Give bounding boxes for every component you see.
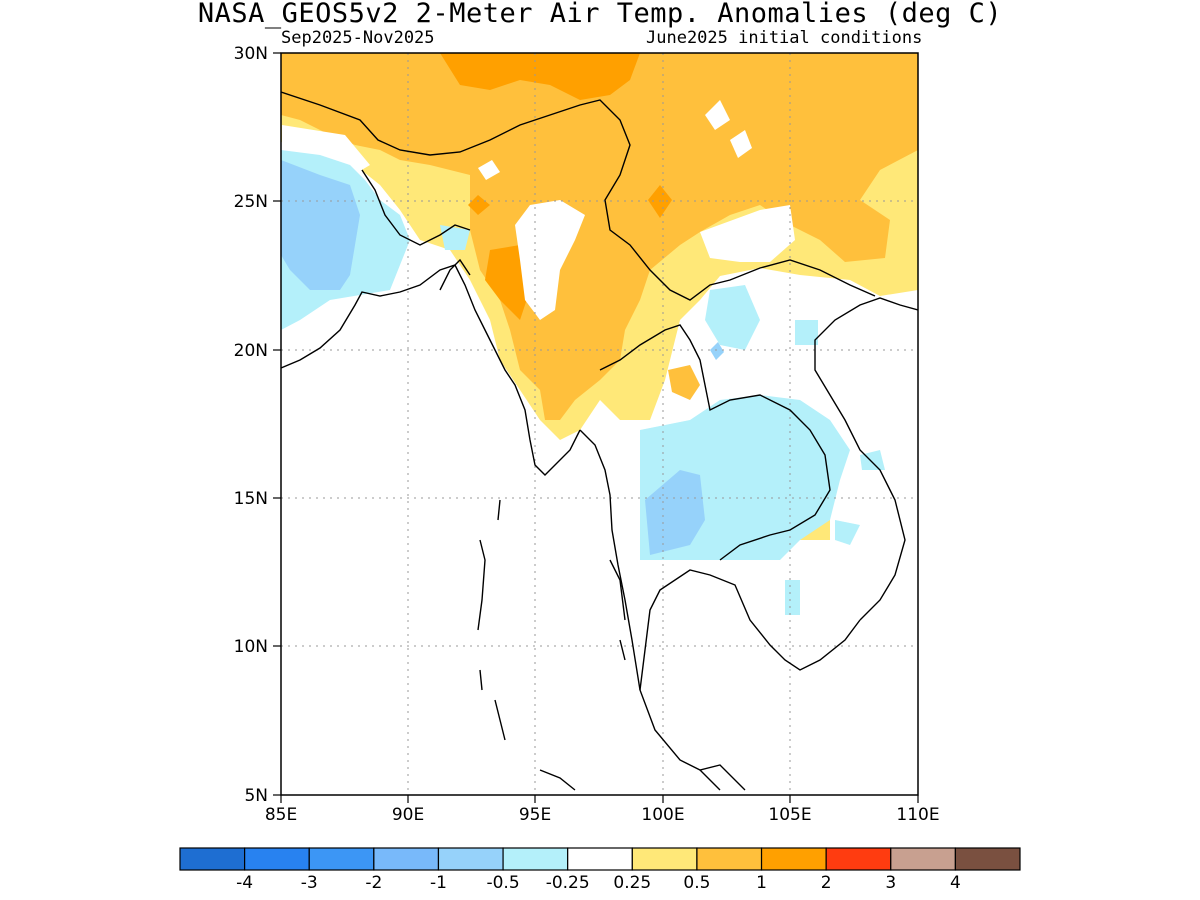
islands: [477, 499, 626, 741]
initial-conditions: June2025 initial conditions: [646, 28, 923, 48]
anomaly-cool-west-1: [281, 160, 360, 290]
anomaly-warm-north-5: [468, 195, 490, 215]
map-title: NASA_GEOS5v2 2-Meter Air Temp. Anomalies…: [197, 0, 1003, 29]
lon-tick-85e: 85E: [265, 805, 297, 825]
lon-tick-105e: 105E: [768, 805, 811, 825]
colorbar-label: 0.5: [683, 873, 710, 893]
colorbar-swatch: [696, 847, 763, 871]
colorbar-label: 2: [821, 873, 832, 893]
colorbar-label: 1: [756, 873, 767, 893]
colorbar-swatch: [890, 847, 956, 871]
map-frame: [280, 52, 919, 796]
anomaly-cool-west-2: [440, 225, 470, 250]
colorbar-swatch: [825, 847, 892, 871]
colorbar-label: -2: [365, 873, 382, 893]
colorbar-swatch: [631, 847, 698, 871]
anomaly-warm-north-2: [440, 53, 640, 100]
colorbar-swatch: [373, 847, 440, 871]
grid-lines: [281, 53, 918, 795]
colorbar-swatch: [567, 847, 633, 871]
lon-tick-90e: 90E: [392, 805, 424, 825]
country-borders: [281, 91, 876, 301]
lon-tick-100e: 100E: [641, 805, 684, 825]
coastlines: [281, 91, 918, 791]
anomaly-warm-north-11: [730, 130, 752, 158]
anomaly-warm-north-3: [485, 245, 530, 320]
forecast-period: Sep2025-Nov2025: [281, 28, 435, 48]
colorbar-swatch: [502, 847, 569, 871]
colorbar-swatch: [244, 847, 310, 871]
country-borders-3: [439, 258, 471, 291]
coastline-thailand: [639, 569, 861, 691]
coast-south: [539, 769, 721, 791]
colorbar-label: 0.25: [613, 873, 651, 893]
anomaly-cool-southeast-2: [795, 320, 818, 345]
lat-tick-30n: 30N: [234, 44, 268, 64]
country-borders-1: [361, 169, 471, 246]
colorbar: -4 -3 -2 -1 -0.5 -0.25 0.25 0.5 1 2 3 4: [179, 847, 1021, 893]
lat-tick-10n: 10N: [234, 637, 268, 657]
colorbar-swatch: [954, 847, 1021, 871]
lat-tick-15n: 15N: [234, 489, 268, 509]
colorbar-label: 4: [950, 873, 961, 893]
colorbar-swatch: [308, 847, 375, 871]
anomaly-warm-north-10: [705, 100, 730, 130]
anomaly-cool-southeast-5: [835, 520, 860, 545]
lat-tick-5n: 5N: [244, 786, 268, 806]
axis-ticks: [273, 52, 919, 803]
anomaly-warm-north-6: [668, 365, 700, 400]
lon-tick-110e: 110E: [896, 805, 939, 825]
anomaly-cool-southeast-1: [705, 285, 760, 350]
colorbar-label: -0.5: [486, 873, 519, 893]
coastline-vietnam: [814, 297, 918, 621]
anomaly-cool-southeast-7: [710, 342, 724, 360]
anomaly-cool-southeast-6: [645, 470, 705, 555]
coastline-gulf: [579, 429, 746, 791]
colorbar-label: -4: [236, 873, 253, 893]
colorbar-swatch: [179, 847, 246, 871]
lat-tick-25n: 25N: [234, 192, 268, 212]
colorbar-label: -0.25: [546, 873, 590, 893]
coastline-west: [281, 264, 581, 476]
anomaly-cool-southeast-3: [860, 450, 885, 470]
anomaly-warm-north-8: [515, 200, 585, 320]
anomaly-warm-north-1: [281, 53, 918, 420]
anomaly-field: [281, 53, 918, 795]
country-borders-2: [599, 324, 831, 561]
anomaly-warm-north-9: [700, 205, 795, 262]
colorbar-swatch: [760, 847, 827, 871]
colorbar-label: -1: [430, 873, 447, 893]
colorbar-label: 3: [885, 873, 896, 893]
lon-tick-95e: 95E: [519, 805, 551, 825]
lat-tick-20n: 20N: [234, 341, 268, 361]
anomaly-cool-southeast-4: [785, 580, 800, 615]
anomaly-warm-north-12: [478, 160, 500, 180]
colorbar-label: -3: [301, 873, 318, 893]
colorbar-swatch: [437, 847, 504, 871]
